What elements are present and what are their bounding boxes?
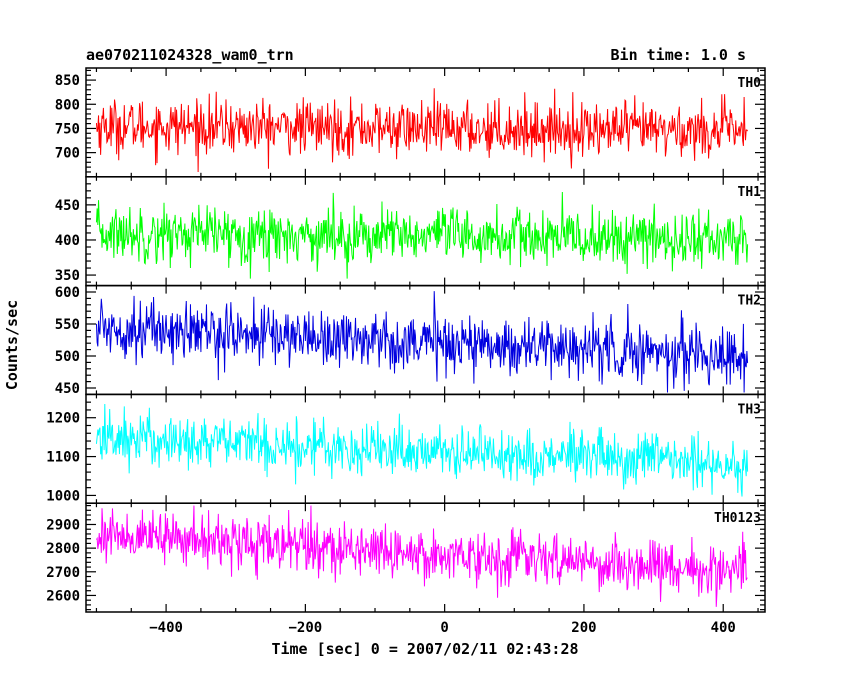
panel-label: TH0 xyxy=(738,76,762,91)
x-axis-label: Time [sec] 0 = 2007/02/11 02:43:28 xyxy=(271,640,578,658)
y-tick-label: 1200 xyxy=(46,411,80,427)
y-tick-label: 500 xyxy=(55,349,80,365)
y-tick-label: 700 xyxy=(55,146,80,162)
panel-th0: 700 750 800 850 TH0 xyxy=(55,67,766,178)
panel-label: TH2 xyxy=(738,294,761,309)
panel-label: TH0123 xyxy=(714,511,761,526)
y-tick-label: 750 xyxy=(55,121,80,137)
y-tick-label: 2700 xyxy=(46,565,80,581)
series-th3 xyxy=(95,403,749,497)
y-tick-label: 400 xyxy=(55,233,80,249)
panel-th2: 450 500 550 600 TH2 xyxy=(55,284,766,397)
y-tick-label: 550 xyxy=(55,317,80,333)
x-axis-ticks: −400 −200 0 200 400 xyxy=(149,620,736,636)
panel-label: TH3 xyxy=(738,402,761,417)
chart-title: ae070211024328_wam0_trn xyxy=(86,46,294,64)
series-th0123 xyxy=(96,505,748,607)
y-tick-label: 1000 xyxy=(46,488,80,504)
y-tick-label: 1100 xyxy=(46,450,80,466)
bin-time-label: Bin time: 1.0 s xyxy=(611,46,746,64)
panel-th1: 350 400 450 TH1 xyxy=(55,176,766,287)
x-tick-label: 0 xyxy=(440,620,448,636)
panel-th0123: 2600 2700 2800 2900 TH0123 xyxy=(46,502,766,613)
y-tick-label: 450 xyxy=(55,381,80,397)
series-th2 xyxy=(95,291,749,393)
panel-label: TH1 xyxy=(738,185,762,200)
x-tick-label: −200 xyxy=(289,620,323,636)
series-th0 xyxy=(95,88,749,172)
x-tick-label: −400 xyxy=(149,620,183,636)
y-tick-label: 850 xyxy=(55,73,80,89)
x-tick-label: 400 xyxy=(711,620,736,636)
y-tick-label: 800 xyxy=(55,97,80,113)
panels-group: 700 750 800 850 TH0 350 400 450 TH1 450 500 550 600 T… xyxy=(46,67,766,613)
y-axis-label: Counts/sec xyxy=(3,300,21,390)
y-tick-label: 350 xyxy=(55,268,80,284)
series-th1 xyxy=(95,192,749,279)
y-tick-label: 2600 xyxy=(46,588,80,604)
y-tick-label: 2900 xyxy=(46,517,80,533)
y-tick-label: 600 xyxy=(55,285,80,301)
y-tick-label: 2800 xyxy=(46,541,80,557)
y-tick-label: 450 xyxy=(55,198,80,214)
panel-th3: 1000 1100 1200 TH3 xyxy=(46,393,766,504)
x-tick-label: 200 xyxy=(571,620,596,636)
